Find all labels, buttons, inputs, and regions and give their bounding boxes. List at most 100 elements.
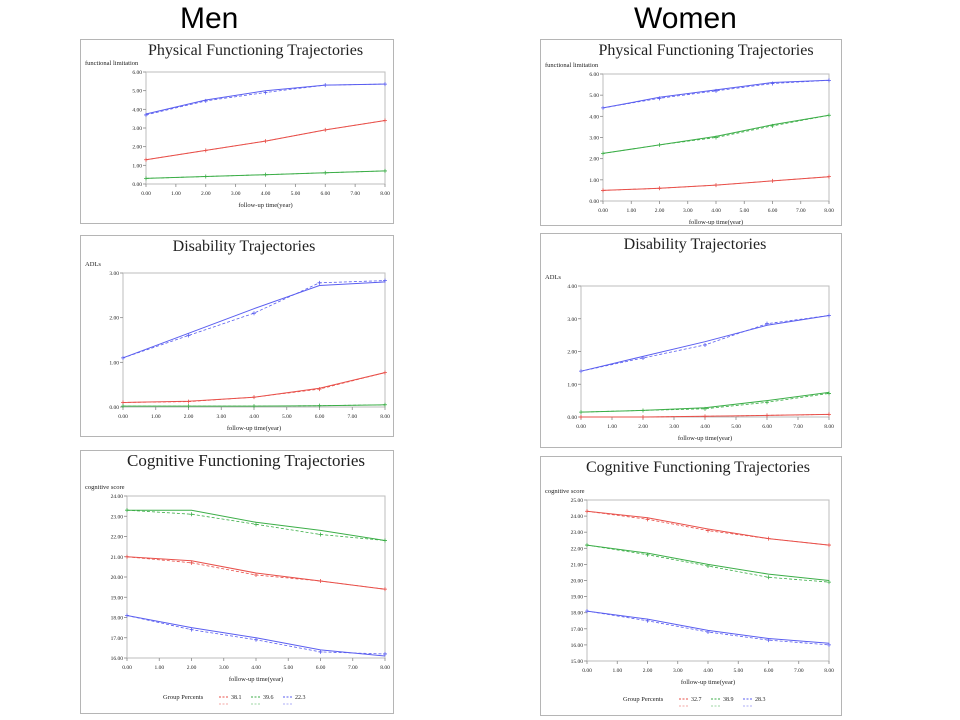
y-tick-label: 20.00 — [111, 575, 124, 581]
data-point-red — [121, 400, 125, 405]
chart-svg: Cognitive Functioning Trajectories cognit… — [545, 459, 834, 707]
y-tick-label: 2.00 — [567, 350, 577, 356]
data-point-green — [703, 406, 707, 411]
y-tick-label: 17.00 — [111, 636, 124, 642]
data-point-blue — [714, 88, 718, 93]
y-tick-label: 1.00 — [132, 163, 142, 169]
series-line-blue-observed — [145, 83, 386, 116]
y-tick-label: 23.00 — [571, 530, 584, 536]
series-line-blue-observed — [126, 615, 386, 655]
x-tick-label: 7.00 — [347, 414, 357, 420]
y-tick-label: 2.00 — [589, 157, 599, 163]
women-physical-functioning-chart: Physical Functioning Trajectories functio… — [540, 39, 842, 226]
data-point-green — [641, 408, 645, 413]
y-tick-label: 19.00 — [571, 595, 584, 601]
plot-frame — [586, 499, 830, 662]
data-point-blue — [383, 82, 387, 87]
women-heading: Women — [634, 2, 737, 35]
series-line-blue-estimated — [602, 79, 830, 109]
x-tick-label: 0.00 — [582, 668, 592, 674]
data-point-red — [125, 554, 129, 559]
chart-svg: Physical Functioning Trajectories functio… — [545, 42, 834, 225]
y-tick-label: 0.00 — [109, 405, 119, 411]
y-tick-label: 4.00 — [589, 114, 599, 120]
y-axis-label: ADLs — [545, 274, 561, 281]
x-tick-label: 0.00 — [576, 424, 586, 430]
y-tick-label: 1.00 — [589, 178, 599, 184]
data-point-red — [579, 415, 583, 419]
y-axis-label: cognitive score — [545, 488, 585, 495]
x-tick-label: 2.00 — [643, 668, 653, 674]
chart-svg: Physical Functioning Trajectories functio… — [85, 42, 390, 209]
data-point-blue — [383, 278, 387, 283]
data-point-red — [706, 528, 710, 533]
data-point-green — [252, 404, 256, 409]
data-point-red — [318, 579, 323, 584]
data-point-green — [770, 123, 775, 128]
y-tick-label: 18.00 — [571, 611, 584, 617]
data-point-blue — [765, 321, 769, 326]
x-tick-label: 1.00 — [154, 665, 164, 671]
x-tick-label: 8.00 — [824, 208, 834, 214]
data-point-green — [766, 575, 771, 580]
data-point-blue — [827, 78, 831, 83]
data-point-blue — [317, 280, 322, 285]
y-tick-label: 0.00 — [132, 182, 142, 188]
x-axis-label: follow-up time(year) — [681, 679, 735, 686]
y-tick-label: 1.00 — [109, 360, 119, 366]
chart-title: Physical Functioning Trajectories — [598, 42, 813, 59]
legend-label: Group Percents — [163, 694, 204, 701]
y-tick-label: 3.00 — [567, 317, 577, 323]
data-point-red — [827, 174, 831, 179]
y-axis-label: cognitive score — [85, 484, 125, 491]
x-tick-label: 6.00 — [768, 208, 778, 214]
x-tick-label: 1.00 — [612, 668, 622, 674]
y-tick-label: 19.00 — [111, 595, 124, 601]
data-point-green — [121, 404, 125, 409]
data-point-blue — [703, 342, 707, 347]
x-tick-label: 6.00 — [315, 414, 325, 420]
y-tick-label: 23.00 — [111, 514, 124, 520]
y-tick-label: 3.00 — [109, 271, 119, 277]
series-line-green-estimated — [602, 114, 830, 154]
y-tick-label: 5.00 — [589, 93, 599, 99]
chart-title: Disability Trajectories — [173, 238, 316, 255]
y-tick-label: 22.00 — [571, 546, 584, 552]
x-tick-label: 5.00 — [731, 424, 741, 430]
data-point-green — [827, 580, 831, 585]
x-tick-label: 1.00 — [607, 424, 617, 430]
x-tick-label: 7.00 — [794, 668, 804, 674]
data-point-blue — [263, 90, 268, 95]
data-point-green — [318, 532, 323, 537]
x-tick-label: 3.00 — [669, 424, 679, 430]
data-point-red — [765, 413, 769, 418]
x-tick-label: 5.00 — [282, 414, 292, 420]
x-tick-label: 2.00 — [638, 424, 648, 430]
series-line-blue-observed — [602, 79, 830, 109]
data-point-blue — [318, 649, 323, 654]
x-tick-label: 0.00 — [141, 191, 151, 197]
data-point-red — [585, 509, 589, 514]
data-point-blue — [323, 83, 328, 88]
x-tick-label: 2.00 — [187, 665, 197, 671]
series-line-blue-estimated — [126, 615, 386, 657]
x-tick-label: 3.00 — [231, 191, 241, 197]
data-point-green — [186, 404, 191, 409]
data-point-red — [657, 186, 662, 191]
y-tick-label: 2.00 — [109, 316, 119, 322]
x-tick-label: 5.00 — [733, 668, 743, 674]
data-point-green — [585, 543, 589, 548]
y-tick-label: 24.00 — [111, 494, 124, 500]
series-line-green-estimated — [586, 544, 830, 581]
x-tick-label: 4.00 — [711, 208, 721, 214]
x-tick-label: 1.00 — [151, 414, 161, 420]
data-point-green — [383, 402, 387, 407]
y-tick-label: 3.00 — [132, 126, 142, 132]
plot-frame — [122, 272, 386, 408]
chart-title: Disability Trajectories — [624, 236, 767, 253]
series-line-green-observed — [580, 393, 830, 413]
data-point-blue — [827, 313, 831, 318]
data-point-green — [827, 113, 831, 118]
x-tick-label: 8.00 — [824, 668, 834, 674]
x-tick-label: 4.00 — [249, 414, 259, 420]
